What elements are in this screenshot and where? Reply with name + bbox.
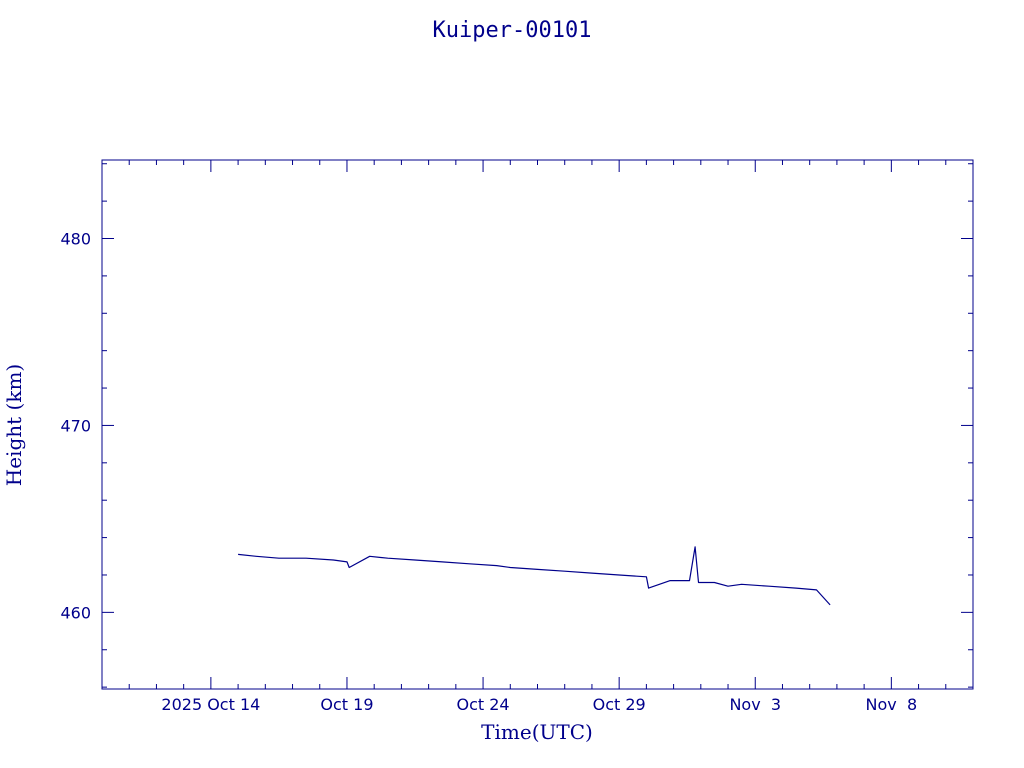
x-axis-label: Time(UTC) bbox=[481, 720, 593, 744]
x-tick-label: Oct 19 bbox=[320, 695, 373, 714]
y-axis-label: Height (km) bbox=[2, 364, 26, 486]
x-tick-label: Oct 29 bbox=[593, 695, 646, 714]
x-tick-label: Nov 8 bbox=[866, 695, 918, 714]
x-tick-label: 2025 Oct 14 bbox=[161, 695, 260, 714]
x-tick-labels: 2025 Oct 14 Oct 19 Oct 24 Oct 29 Nov 3 Nov 8 bbox=[161, 695, 917, 714]
y-tick-labels: 460 470 480 bbox=[60, 230, 91, 623]
y-tick-label: 480 bbox=[60, 230, 91, 249]
x-tick-label: Nov 3 bbox=[729, 695, 781, 714]
chart-title: Kuiper-00101 bbox=[433, 18, 592, 43]
y-tick-label: 460 bbox=[60, 603, 91, 622]
height-series-line bbox=[238, 546, 831, 606]
x-tick-label: Oct 24 bbox=[457, 695, 510, 714]
plot-frame bbox=[101, 159, 974, 690]
axis-ticks bbox=[102, 160, 973, 689]
y-tick-label: 470 bbox=[60, 416, 91, 435]
